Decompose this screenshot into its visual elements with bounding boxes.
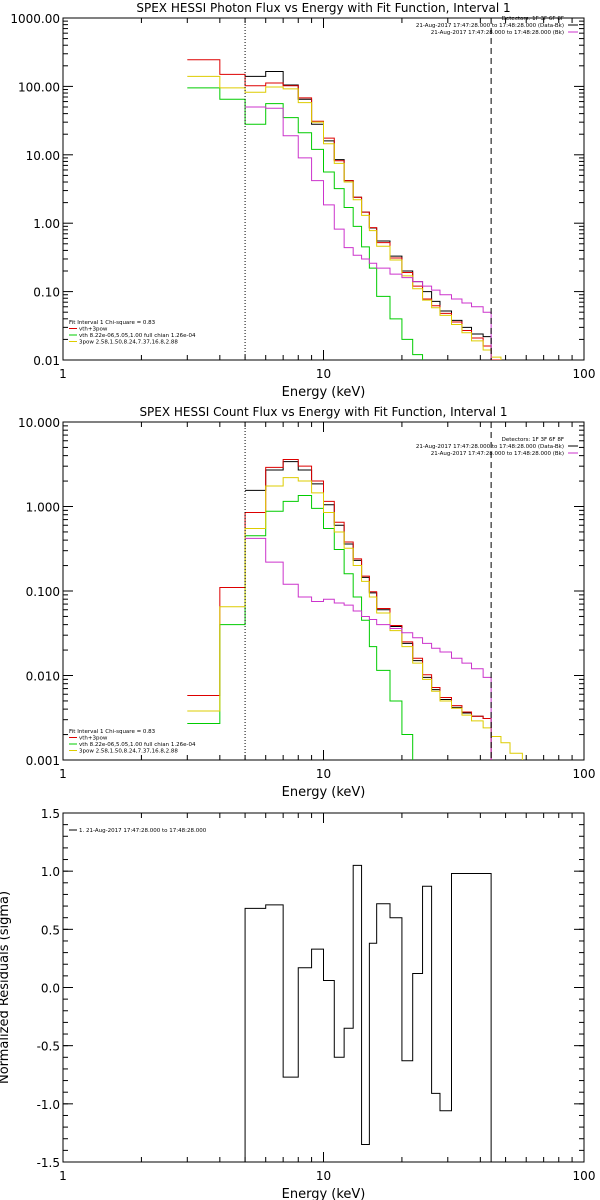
- x-axis-label: Energy (keV): [282, 385, 366, 400]
- series-line-3: [187, 477, 523, 760]
- x-tick-label: 10: [316, 767, 331, 781]
- y-tick-label: -0.5: [37, 1040, 60, 1054]
- legend-right-text: 21-Aug-2017 17:47:28.000 to 17:48:28.000…: [431, 30, 564, 36]
- x-tick-label: 10: [316, 1169, 331, 1183]
- residuals-chart: Energy (keV) Normalized Residuals (sigma)…: [0, 807, 595, 1200]
- y-tick-label: 1.5: [41, 807, 60, 821]
- legend-left-text: vth 8.22e-06,5.05,1.00 full chian 1.26e-…: [79, 742, 196, 748]
- legend-right-text: 21-Aug-2017 17:47:28.000 to 17:48:28.000…: [431, 451, 564, 457]
- y-tick-label: 0.100: [26, 585, 60, 599]
- x-tick-label: 100: [573, 1169, 596, 1183]
- series-group: [244, 864, 492, 1162]
- series-line-4: [245, 106, 492, 360]
- series-line-1: [187, 59, 502, 360]
- series-line-0: [244, 864, 492, 1162]
- legend-right-text: Detectors: 1F 3F 6F 8F: [502, 16, 564, 22]
- plot-frame: [62, 812, 585, 1163]
- legend-left-text: 3pow 2.58,1.50,8.24,7.37,16.8,2.88: [79, 340, 178, 346]
- y-axis-label: Normalized Residuals (sigma): [0, 891, 12, 1084]
- legend-left-text: vth+3pow: [79, 736, 108, 742]
- legend-left-text: 3pow 2.58,1.50,8.24,7.37,16.8,2.88: [79, 749, 178, 755]
- series-line-3: [187, 75, 502, 360]
- y-tick-label: 0.01: [33, 354, 60, 368]
- y-tick-label: 10.000: [18, 416, 60, 430]
- series-line-2: [187, 494, 414, 760]
- x-axis-label: Energy (keV): [282, 785, 366, 800]
- y-tick-label: -1.5: [37, 1156, 60, 1170]
- x-tick-label: 100: [573, 367, 596, 381]
- x-tick-label: 1: [59, 1169, 67, 1183]
- legend-left-text: vth 8.22e-06,5.05,1.00 full chian 1.26e-…: [79, 333, 196, 339]
- y-tick-label: 100.00: [18, 80, 60, 94]
- y-tick-label: 0.001: [26, 754, 60, 768]
- chart-title: SPEX HESSI Count Flux vs Energy with Fit…: [139, 405, 507, 419]
- x-tick-label: 100: [573, 767, 596, 781]
- x-axis-label: Energy (keV): [282, 1187, 366, 1200]
- legend-right-text: Detectors: 1F 3F 6F 8F: [502, 437, 564, 443]
- x-tick-label: 1: [59, 767, 67, 781]
- legend-right-text: 21-Aug-2017 17:47:28.000 to 17:48:28.000…: [416, 23, 564, 29]
- chart-title: SPEX HESSI Photon Flux vs Energy with Fi…: [136, 1, 510, 15]
- series-line-4: [245, 537, 492, 760]
- series-line-1: [187, 458, 492, 760]
- series-group: [187, 458, 523, 760]
- y-tick-label: 0.10: [33, 286, 60, 300]
- y-tick-label: 0.0: [41, 982, 60, 996]
- y-tick-label: -1.0: [37, 1098, 60, 1112]
- legend-right-text: 21-Aug-2017 17:47:28.000 to 17:48:28.000…: [416, 444, 564, 450]
- count-flux-chart: SPEX HESSI Count Flux vs Energy with Fit…: [18, 405, 595, 800]
- series-line-2: [187, 87, 424, 360]
- y-tick-label: 10.00: [26, 149, 60, 163]
- series-group: [187, 59, 502, 360]
- series-line-0: [245, 461, 492, 760]
- x-tick-label: 1: [59, 367, 67, 381]
- y-tick-label: 1.0: [41, 865, 60, 879]
- y-tick-label: 1000.00: [10, 12, 60, 26]
- legend-left-text: vth+3pow: [79, 327, 108, 333]
- plot-frame: [62, 421, 585, 761]
- legend-left-text: Fit Interval 1 Chi-square = 0.83: [69, 729, 156, 735]
- x-tick-label: 10: [316, 367, 331, 381]
- photon-flux-chart: SPEX HESSI Photon Flux vs Energy with Fi…: [10, 1, 595, 400]
- y-tick-label: 1.000: [26, 501, 60, 515]
- series-line-0: [245, 71, 492, 360]
- y-tick-label: 1.00: [33, 217, 60, 231]
- y-tick-label: 0.5: [41, 923, 60, 937]
- y-tick-label: 0.010: [26, 670, 60, 684]
- legend-left-text: Fit Interval 1 Chi-square = 0.83: [69, 320, 156, 326]
- legend-left-text: 1. 21-Aug-2017 17:47:28.000 to 17:48:28.…: [79, 828, 207, 834]
